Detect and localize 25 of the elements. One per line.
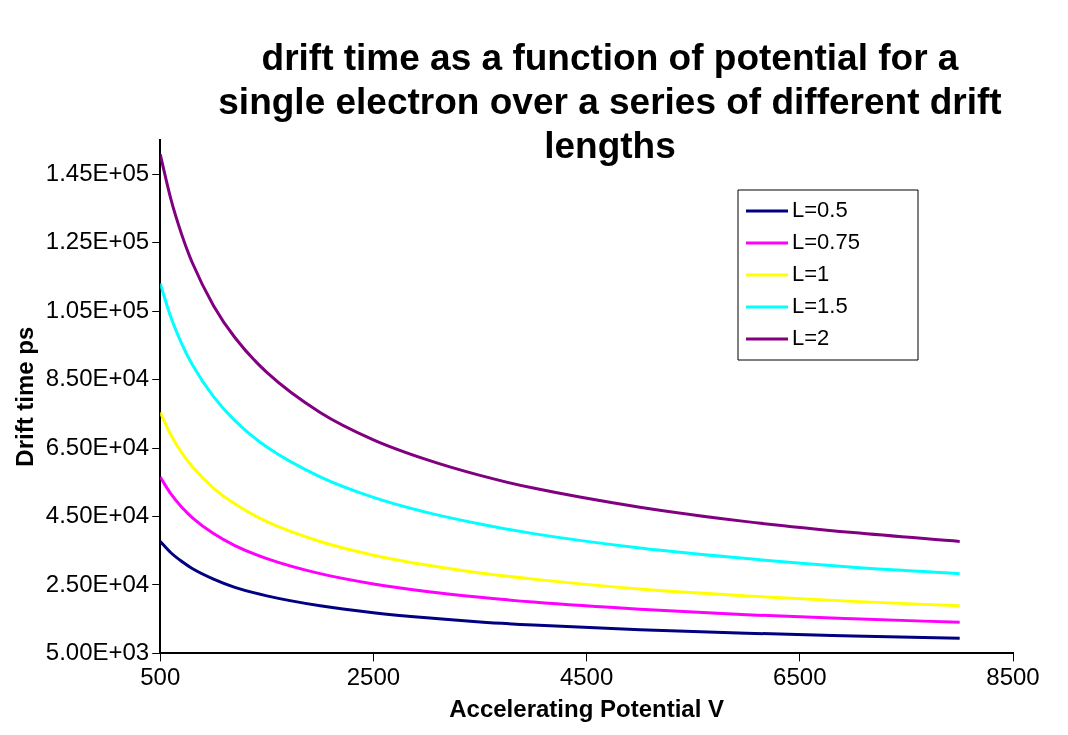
- y-tick-label: 2.50E+04: [45, 569, 150, 597]
- y-tick-label: 1.45E+05: [45, 158, 150, 186]
- line-series: [160, 281, 962, 576]
- x-axis-title: Accelerating Potential V: [449, 695, 724, 723]
- line-series: [160, 539, 962, 640]
- x-tick-label: 4500: [559, 663, 614, 691]
- y-tick-label: 1.25E+05: [45, 227, 150, 255]
- y-tick-label: 5.00E+03: [45, 638, 150, 666]
- x-tick-label: 8500: [986, 663, 1040, 691]
- x-tick-label: 2500: [346, 663, 401, 691]
- y-axis-title: Drift time ps: [11, 326, 39, 467]
- legend-label: L=1.5: [792, 293, 848, 319]
- y-tick-label: 6.50E+04: [45, 432, 150, 460]
- legend-label: L=2: [792, 325, 830, 351]
- chart-title: drift time as a function of potential for a single electron over a series of different drift lengths: [217, 36, 1003, 168]
- x-tick-label: 500: [140, 663, 181, 691]
- y-tick-label: 4.50E+04: [45, 501, 150, 529]
- line-series: [160, 410, 962, 608]
- y-tick-label: 1.05E+05: [45, 295, 150, 323]
- line-series: [160, 475, 962, 624]
- legend-label: L=1: [792, 261, 830, 287]
- legend-label: L=0.75: [792, 229, 860, 255]
- x-tick-label: 6500: [773, 663, 827, 691]
- y-tick-label: 8.50E+04: [45, 364, 150, 392]
- legend-label: L=0.5: [792, 197, 848, 223]
